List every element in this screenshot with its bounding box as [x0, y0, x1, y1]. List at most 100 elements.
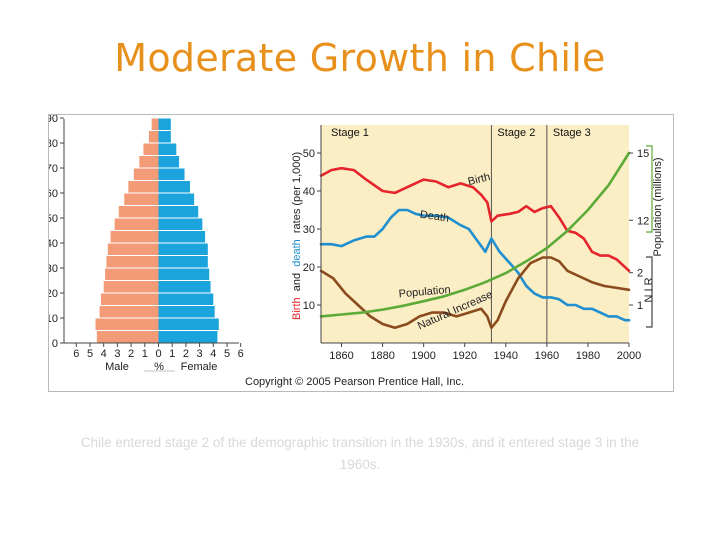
female-bar-50: [158, 206, 199, 218]
pyramid-x-tick-label: 3: [197, 348, 203, 360]
nir-tick-label: 2: [637, 268, 643, 280]
copyright-text: Copyright © 2005 Pearson Prentice Hall, …: [245, 376, 464, 388]
pyramid-y-tick-label: 10: [49, 313, 58, 325]
pyramid-x-tick-label: 2: [128, 348, 134, 360]
rate-y-tick-label: 30: [303, 224, 315, 236]
pyramid-y-tick-label: 80: [49, 138, 58, 150]
female-bar-85: [158, 118, 171, 130]
year-x-tick-label: 1920: [452, 350, 476, 362]
population-axis-bracket: [646, 145, 653, 233]
stage-label-3: Stage 3: [553, 127, 591, 139]
year-x-tick-label: 1960: [535, 350, 559, 362]
pyramid-y-tick-label: 20: [49, 288, 58, 300]
pyramid-y-tick-label: 0: [52, 338, 58, 350]
male-bar-85: [151, 118, 159, 130]
female-bar-75: [158, 143, 177, 155]
male-bar-65: [133, 168, 159, 180]
female-bar-0: [158, 331, 218, 343]
pyramid-x-tick-label: 6: [238, 348, 244, 360]
population-line: [319, 151, 631, 318]
nir-axis-label: N I R: [643, 277, 655, 302]
stage-label-1: Stage 1: [331, 127, 369, 139]
rate-y-tick-label: 40: [303, 186, 315, 198]
population-tick-label: 12: [637, 215, 649, 227]
year-x-tick-label: 2000: [617, 350, 641, 362]
year-x-tick-label: 1880: [370, 350, 394, 362]
series-label-birth: Birth: [467, 171, 492, 188]
ylabel-death: death: [291, 239, 303, 267]
female-bar-15: [158, 293, 214, 305]
pyramid-x-tick-label: 5: [87, 348, 93, 360]
rate-y-tick-label: 50: [303, 148, 315, 160]
demographic-transition-chart: Stage 1 Stage 2 Stage 3 10 20 30 40 50 1860 188…: [291, 125, 664, 362]
female-bar-30: [158, 256, 208, 268]
slide-title: Moderate Growth in Chile: [114, 36, 606, 80]
male-bar-70: [139, 156, 159, 168]
pyramid-female-label: Female: [181, 361, 218, 373]
male-bar-15: [100, 293, 159, 305]
pyramid-x-tick-label: 2: [183, 348, 189, 360]
pyramid-y-tick-label: 70: [49, 163, 58, 175]
stage-label-2: Stage 2: [497, 127, 535, 139]
male-bar-0: [96, 331, 159, 343]
year-x-tick-label: 1860: [329, 350, 353, 362]
series-label-population: Population: [398, 284, 451, 300]
female-bar-45: [158, 218, 203, 230]
female-bar-20: [158, 281, 211, 293]
female-bar-40: [158, 231, 206, 243]
pyramid-x-tick-label: 1: [169, 348, 175, 360]
pyramid-percent-label: %: [154, 361, 164, 373]
population-axis-label: Population (millions): [652, 157, 664, 256]
year-x-tick-label: 1900: [411, 350, 435, 362]
ylabel-and: and: [291, 270, 303, 294]
slide-caption: Chile entered stage 2 of the demographic…: [80, 435, 640, 472]
pyramid-y-tick-label: 30: [49, 263, 58, 275]
pyramid-x-tick-label: 1: [142, 348, 148, 360]
male-bar-75: [143, 143, 159, 155]
male-bar-45: [114, 218, 159, 230]
male-bar-40: [110, 231, 159, 243]
ylabel-birth: Birth: [291, 297, 303, 320]
female-bar-70: [158, 156, 180, 168]
pyramid-x-tick-label: 4: [101, 348, 107, 360]
population-tick-label: 15: [637, 148, 649, 160]
pyramid-x-tick-label: 5: [224, 348, 230, 360]
pyramid-y-tick-label: 90: [49, 115, 58, 125]
pyramid-y-tick-label: 40: [49, 238, 58, 250]
rate-y-tick-label: 10: [303, 300, 315, 312]
pyramid-x-tick-label: 3: [114, 348, 120, 360]
male-bar-5: [95, 318, 159, 330]
pyramid-x-tick-label: 4: [210, 348, 216, 360]
female-bar-80: [158, 131, 171, 143]
male-bar-30: [106, 256, 159, 268]
female-bar-10: [158, 306, 215, 318]
male-bar-80: [148, 131, 159, 143]
nir-axis-bracket: [646, 256, 653, 328]
female-bar-65: [158, 168, 185, 180]
nir-tick-label: 1: [637, 300, 643, 312]
male-bar-10: [99, 306, 159, 318]
pyramid-y-tick-label: 50: [49, 213, 58, 225]
male-bar-60: [128, 181, 159, 193]
female-bar-5: [158, 318, 219, 330]
pyramid-x-tick-label: 0: [155, 348, 161, 360]
female-bar-60: [158, 181, 191, 193]
natural-increase-line: [319, 256, 631, 330]
series-label-death: Death: [419, 209, 450, 225]
birth-line: [319, 166, 631, 273]
male-bar-25: [105, 268, 159, 280]
death-line: [319, 208, 631, 322]
male-bar-50: [118, 206, 159, 218]
ylabel-rest: rates (per 1,000): [291, 152, 303, 236]
pyramid-male-label: Male: [105, 361, 129, 373]
male-bar-20: [103, 281, 159, 293]
pyramid-y-tick-label: 60: [49, 188, 58, 200]
rate-y-axis-label: Birth and death rates (per 1,000): [291, 152, 303, 320]
male-bar-55: [124, 193, 159, 205]
female-bar-35: [158, 243, 208, 255]
year-x-tick-label: 1940: [494, 350, 518, 362]
male-bar-35: [107, 243, 159, 255]
female-bar-25: [158, 268, 210, 280]
